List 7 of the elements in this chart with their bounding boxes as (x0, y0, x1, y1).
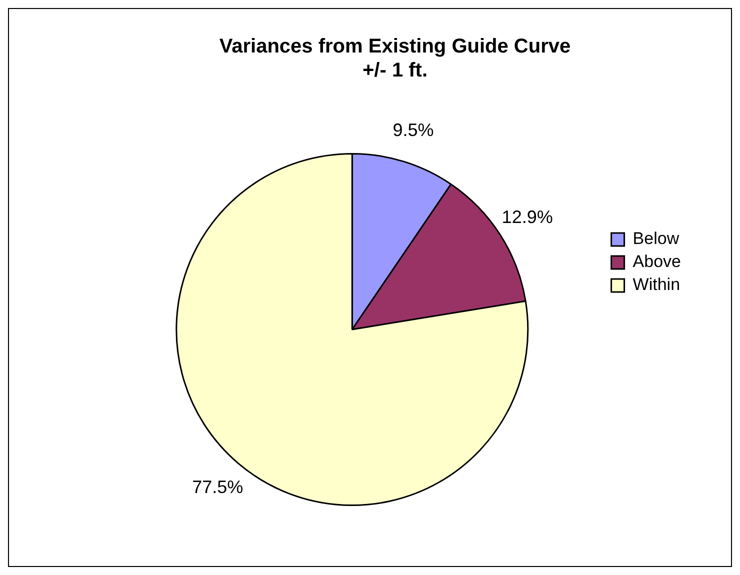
data-label: 77.5% (192, 476, 244, 497)
data-label: 9.5% (392, 120, 434, 140)
chart-title: Variances from Existing Guide Curve +/- 1 ft. (219, 36, 571, 82)
data-label: 12.9% (502, 206, 553, 227)
legend-label: Within (632, 275, 680, 294)
legend-label: Below (632, 229, 680, 248)
legend-label: Above (632, 252, 681, 272)
